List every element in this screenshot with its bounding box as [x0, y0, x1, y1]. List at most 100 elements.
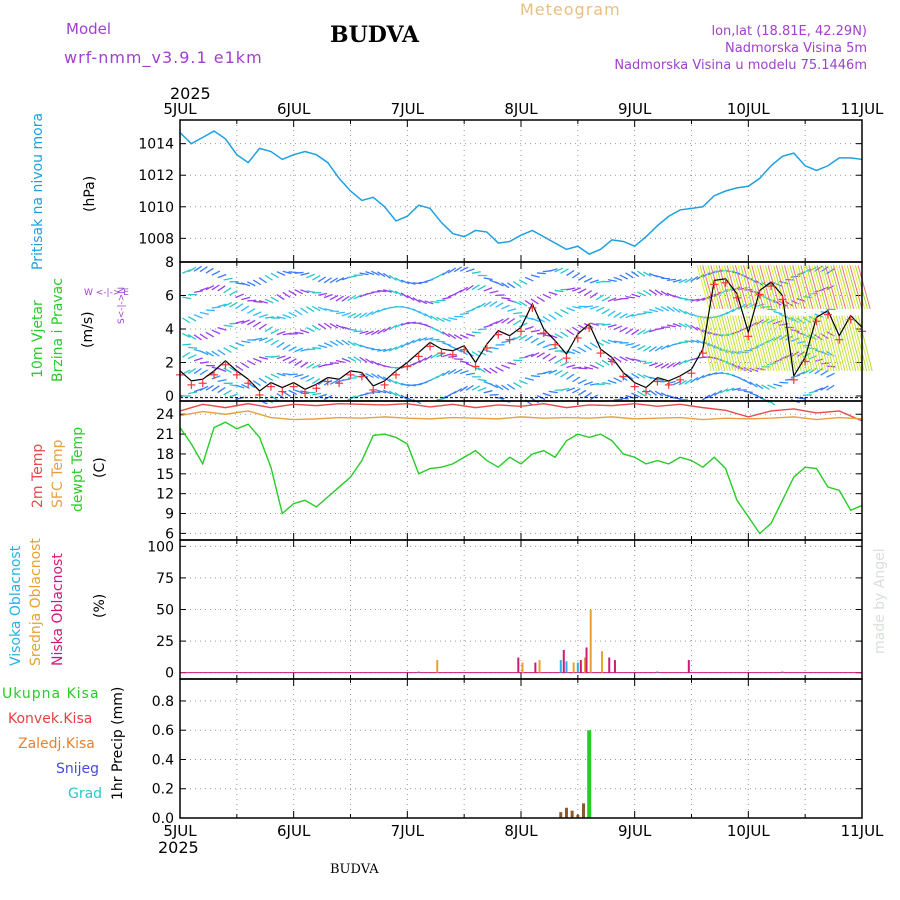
wind-arrow	[672, 278, 682, 283]
wind-arrow	[306, 306, 315, 313]
model-altitude-label: Nadmorska Visina u modelu 75.1446m	[614, 58, 867, 73]
wind-arrow	[583, 344, 593, 351]
wind-arrow	[317, 276, 327, 283]
wind-arrow	[654, 345, 664, 352]
wind-arrow	[383, 289, 393, 293]
wind-arrow	[436, 316, 445, 323]
wind-arrow	[205, 331, 215, 338]
wind-arrow	[223, 324, 233, 328]
wind-arrow	[199, 369, 208, 376]
wind-arrow	[530, 337, 539, 344]
wind-barb-hatch	[753, 315, 769, 371]
wind-arrow	[465, 284, 474, 292]
wind-arrow	[572, 272, 581, 279]
wind-arrow	[625, 313, 635, 319]
wind-arrow	[607, 339, 617, 344]
wind-arrow	[483, 367, 492, 374]
wind-arrow	[542, 343, 552, 349]
wind-arrow	[406, 321, 416, 325]
wind-arrow	[554, 333, 563, 339]
wind-arrow	[323, 293, 333, 299]
wind-arrow	[453, 266, 463, 273]
wind-arrow	[306, 290, 316, 294]
wind-arrow	[613, 356, 622, 363]
wind-arrow	[181, 332, 191, 338]
wind-arrow	[311, 378, 321, 385]
wind-arrow	[264, 337, 274, 344]
wind-arrow	[341, 312, 351, 317]
y-tick-label: 1014	[138, 137, 174, 153]
wind-arrow	[649, 308, 659, 313]
wind-arrow	[542, 315, 551, 322]
wind-arrow	[512, 335, 522, 341]
wind-arrow	[270, 355, 280, 358]
wind-arrow	[690, 275, 699, 283]
wind-arrow	[371, 329, 380, 336]
wind-barb-hatch	[805, 265, 819, 310]
wind-arrow	[708, 372, 718, 377]
wind-arrow	[400, 321, 410, 326]
wind-arrow	[441, 269, 451, 276]
wind-arrow	[388, 274, 398, 281]
wind-arrow	[300, 361, 309, 368]
date-label-top: 9JUL	[618, 100, 652, 118]
wind-arrow	[820, 362, 830, 365]
wind-arrow	[353, 330, 363, 333]
wind-arrow	[311, 275, 321, 281]
wind-barb-hatch	[729, 265, 743, 310]
wind-barb-hatch	[783, 265, 797, 310]
wind-arrow	[518, 322, 528, 328]
wind-arrow	[223, 389, 232, 396]
wind-arrow	[412, 359, 421, 366]
wind-barb-hatch	[704, 265, 718, 310]
wind-arrow	[572, 366, 582, 369]
wind-arrow	[264, 316, 275, 319]
wind-arrow	[506, 317, 516, 325]
y-tick-label: 0.6	[152, 723, 174, 739]
wind-arrow	[542, 293, 552, 299]
wind-arrow	[264, 274, 273, 281]
wind-arrow	[187, 266, 197, 273]
wind-compass-we: W <-|-> E	[84, 288, 129, 298]
wind-arrow	[382, 389, 392, 395]
date-label-top: 7JUL	[391, 100, 425, 118]
wind-arrow	[495, 302, 504, 308]
wind-arrow	[731, 387, 741, 391]
wind-arrow	[288, 358, 297, 364]
wind-arrow	[282, 390, 291, 397]
wind-arrow	[252, 279, 262, 286]
wind-arrow	[205, 384, 214, 391]
wind-arrow	[241, 282, 251, 287]
wind-arrow	[713, 389, 723, 396]
wind-arrow	[223, 277, 233, 281]
wind-arrow	[323, 394, 333, 401]
wind-arrow	[217, 303, 227, 308]
date-label-bottom: 6JUL	[277, 822, 311, 840]
wind-barb-hatch	[770, 315, 786, 371]
wind-arrow	[306, 326, 315, 333]
wind-arrow	[418, 299, 428, 305]
wind-barb-hatch	[743, 265, 757, 310]
wind-barb-hatch	[827, 315, 843, 371]
wind-arrow	[294, 309, 303, 316]
wind-arrow	[199, 286, 209, 292]
wind-barb-hatch	[699, 265, 713, 310]
wind-arrow	[388, 378, 398, 385]
wind-arrow	[270, 296, 280, 303]
y-tick-label: 100	[147, 539, 174, 555]
wind-arrow	[572, 326, 581, 333]
wind-arrow	[501, 384, 510, 391]
wind-arrow	[489, 290, 499, 294]
wind-arrow	[323, 277, 332, 284]
wind-arrow	[820, 369, 829, 376]
wind-arrow	[637, 345, 646, 351]
y-tick-label: 12	[156, 487, 174, 503]
wind-arrow	[258, 300, 268, 304]
wind-arrow	[282, 356, 292, 362]
wind-arrow	[353, 312, 362, 319]
wind-arrow	[678, 322, 688, 328]
wind-arrow	[536, 272, 546, 275]
wind-barb-hatch	[764, 315, 780, 371]
wind-arrow	[223, 347, 232, 354]
wind-arrow	[477, 387, 487, 392]
